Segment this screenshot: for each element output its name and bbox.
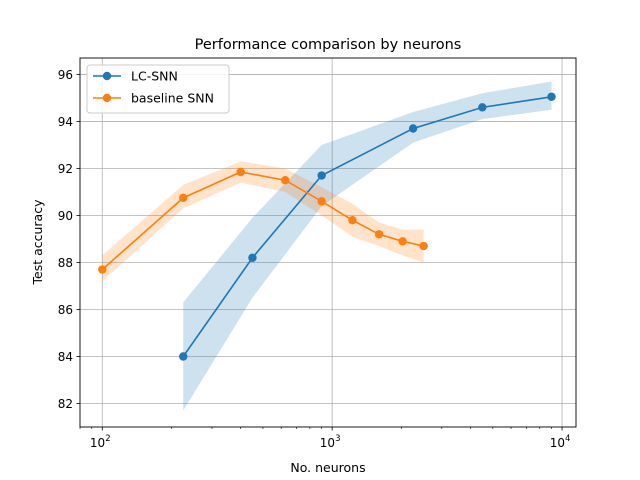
- band-lc-snn: [183, 81, 552, 411]
- y-tick-label: 86: [58, 303, 73, 317]
- point-lc-snn: [478, 103, 487, 112]
- legend: LC-SNN baseline SNN: [86, 64, 230, 114]
- point-baseline-snn: [398, 237, 407, 246]
- legend-marker-lc-snn: [102, 71, 112, 81]
- point-baseline-snn: [98, 265, 107, 274]
- point-baseline-snn: [281, 176, 290, 185]
- y-tick-label: 92: [58, 162, 73, 176]
- point-lc-snn: [248, 253, 257, 262]
- y-tick-label: 88: [58, 256, 73, 270]
- point-lc-snn: [547, 92, 556, 101]
- y-tick-label: 96: [58, 68, 73, 82]
- band-baseline-snn: [102, 161, 424, 282]
- point-lc-snn: [408, 124, 418, 133]
- legend-label-lc-snn: LC-SNN: [131, 69, 178, 84]
- legend-box: [86, 64, 230, 114]
- x-axis-label: No. neurons: [290, 460, 365, 475]
- line-lc-snn: [182, 95, 552, 357]
- series-markers: [98, 92, 556, 361]
- point-baseline-snn: [317, 197, 326, 206]
- point-baseline-snn: [348, 215, 357, 225]
- axis-ticks: 102 103 104 82 84 86 88 90 92 94 96: [58, 68, 571, 450]
- point-lc-snn: [179, 352, 188, 361]
- y-tick-label: 90: [58, 209, 73, 223]
- y-tick-label: 94: [58, 115, 73, 129]
- point-baseline-snn: [374, 230, 384, 239]
- point-baseline-snn: [236, 167, 245, 177]
- point-lc-snn: [317, 171, 326, 180]
- point-baseline-snn: [419, 241, 428, 251]
- chart-title: Performance comparison by neurons: [195, 37, 462, 53]
- y-axis-label: Test accuracy: [30, 199, 45, 286]
- x-tick-label: 103: [320, 434, 341, 450]
- point-baseline-snn: [179, 193, 188, 203]
- x-tick-label: 102: [90, 434, 111, 450]
- y-tick-label: 84: [58, 350, 73, 364]
- x-tick-label: 104: [550, 434, 571, 450]
- legend-marker-baseline-snn: [102, 93, 112, 103]
- plot-frame: [79, 57, 577, 428]
- legend-label-baseline-snn: baseline SNN: [131, 91, 214, 106]
- confidence-bands: [102, 81, 552, 411]
- y-tick-label: 82: [58, 397, 73, 411]
